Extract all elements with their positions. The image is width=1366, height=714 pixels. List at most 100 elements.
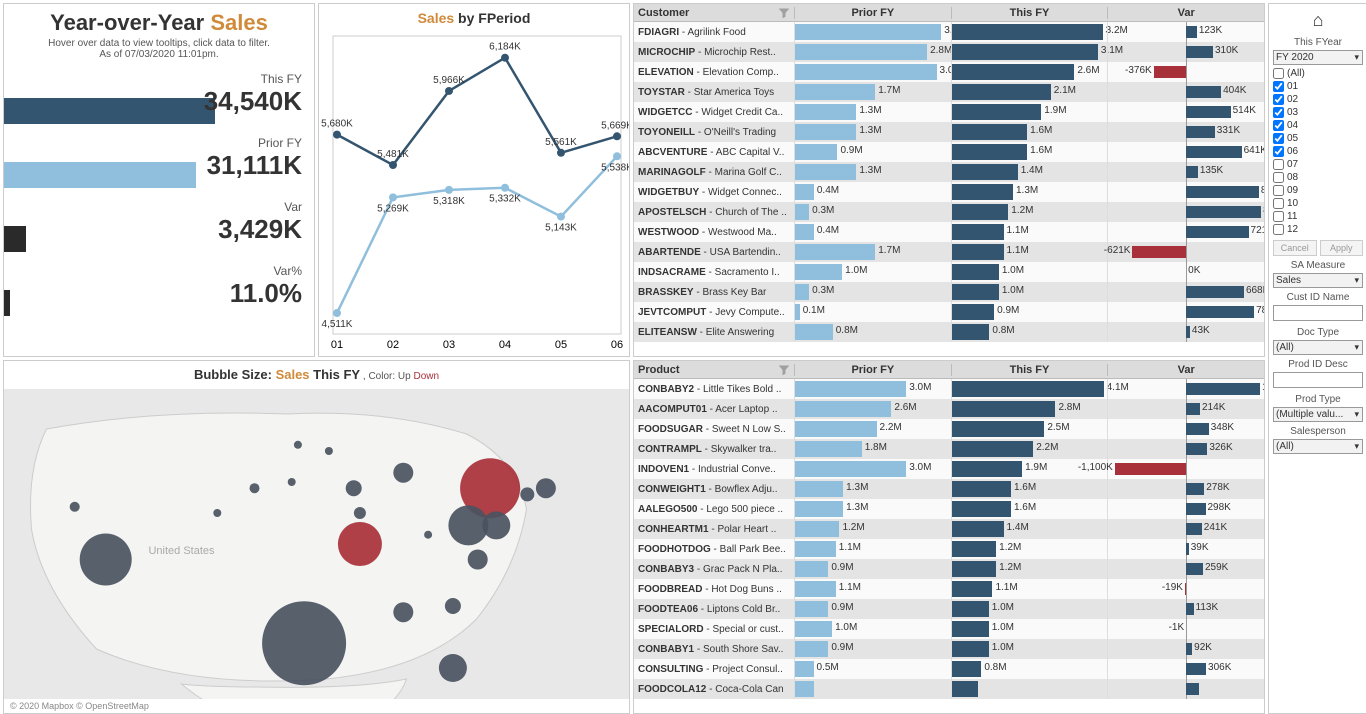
- month-checkbox[interactable]: 08: [1273, 171, 1363, 184]
- month-checkbox[interactable]: 07: [1273, 158, 1363, 171]
- checkbox-input[interactable]: [1273, 146, 1284, 157]
- table-row[interactable]: FDIAGRI - Agrilink Food 3.1M 3.2M 123K: [634, 22, 1264, 42]
- kpi-row[interactable]: Prior FY 31,111K: [4, 134, 314, 194]
- checkbox-input[interactable]: [1273, 211, 1284, 222]
- apply-button[interactable]: Apply: [1320, 240, 1364, 256]
- month-checkbox[interactable]: 10: [1273, 197, 1363, 210]
- customer-header-prior[interactable]: Prior FY: [794, 7, 951, 19]
- table-row[interactable]: INDOVEN1 - Industrial Conve.. 3.0M 1.9M …: [634, 459, 1264, 479]
- table-row[interactable]: INDSACRAME - Sacramento I.. 1.0M 1.0M 0K: [634, 262, 1264, 282]
- product-header-prior[interactable]: Prior FY: [794, 364, 951, 376]
- filter-icon[interactable]: [778, 364, 790, 376]
- table-row[interactable]: APOSTELSCH - Church of The .. 0.3M 1.2M …: [634, 202, 1264, 222]
- filter-sales-select[interactable]: (All): [1273, 439, 1363, 454]
- customer-header-this[interactable]: This FY: [951, 7, 1108, 19]
- table-row[interactable]: ABCVENTURE - ABC Capital V.. 0.9M 1.6M 6…: [634, 142, 1264, 162]
- checkbox-input[interactable]: [1273, 81, 1284, 92]
- filter-cust-input[interactable]: [1273, 305, 1363, 321]
- filter-icon[interactable]: [778, 7, 790, 19]
- product-header-this[interactable]: This FY: [951, 364, 1108, 376]
- checkbox-input[interactable]: [1273, 198, 1284, 209]
- month-checkbox[interactable]: 03: [1273, 106, 1363, 119]
- table-row[interactable]: AALEGO500 - Lego 500 piece .. 1.3M 1.6M …: [634, 499, 1264, 519]
- filter-prod-input[interactable]: [1273, 372, 1363, 388]
- month-checkbox[interactable]: 02: [1273, 93, 1363, 106]
- map-bubble[interactable]: [445, 598, 461, 614]
- month-checkbox[interactable]: 09: [1273, 184, 1363, 197]
- map-bubble[interactable]: [536, 478, 556, 498]
- table-row[interactable]: MICROCHIP - Microchip Rest.. 2.8M 3.1M 3…: [634, 42, 1264, 62]
- customer-header-name[interactable]: Customer: [638, 7, 689, 19]
- table-row[interactable]: FOODSUGAR - Sweet N Low S.. 2.2M 2.5M 34…: [634, 419, 1264, 439]
- table-row[interactable]: TOYONEILL - O'Neill's Trading 1.3M 1.6M …: [634, 122, 1264, 142]
- table-row[interactable]: FOODBREAD - Hot Dog Buns .. 1.1M 1.1M -1…: [634, 579, 1264, 599]
- table-row[interactable]: CONBABY1 - South Shore Sav.. 0.9M 1.0M 9…: [634, 639, 1264, 659]
- table-row[interactable]: ELEVATION - Elevation Comp.. 3.0M 2.6M -…: [634, 62, 1264, 82]
- checkbox-input[interactable]: [1273, 172, 1284, 183]
- customer-header-var[interactable]: Var: [1107, 7, 1264, 19]
- table-row[interactable]: TOYSTAR - Star America Toys 1.7M 2.1M 40…: [634, 82, 1264, 102]
- checkbox-input[interactable]: [1273, 94, 1284, 105]
- month-checkbox[interactable]: 01: [1273, 80, 1363, 93]
- table-row[interactable]: AACOMPUT01 - Acer Laptop .. 2.6M 2.8M 21…: [634, 399, 1264, 419]
- map-bubble[interactable]: [70, 502, 80, 512]
- map-bubble[interactable]: [354, 507, 366, 519]
- checkbox-input[interactable]: [1273, 133, 1284, 144]
- filter-ptype-select[interactable]: (Multiple valu...: [1273, 407, 1363, 422]
- table-row[interactable]: CONHEARTM1 - Polar Heart .. 1.2M 1.4M 24…: [634, 519, 1264, 539]
- map-bubble[interactable]: [482, 511, 510, 539]
- map-bubble[interactable]: [468, 550, 488, 570]
- month-checkbox[interactable]: (All): [1273, 67, 1363, 80]
- map-bubble[interactable]: [520, 487, 534, 501]
- table-row[interactable]: BRASSKEY - Brass Key Bar 0.3M 1.0M 668K: [634, 282, 1264, 302]
- kpi-row[interactable]: Var% 11.0%: [4, 262, 314, 322]
- checkbox-input[interactable]: [1273, 68, 1284, 79]
- product-header-name[interactable]: Product: [638, 364, 680, 376]
- table-row[interactable]: WIDGETBUY - Widget Connec.. 0.4M 1.3M 84…: [634, 182, 1264, 202]
- checkbox-input[interactable]: [1273, 107, 1284, 118]
- filter-sa-select[interactable]: Sales: [1273, 273, 1363, 288]
- map-canvas[interactable]: United States: [4, 389, 629, 699]
- map-bubble[interactable]: [294, 441, 302, 449]
- table-row[interactable]: WIDGETCC - Widget Credit Ca.. 1.3M 1.9M …: [634, 102, 1264, 122]
- month-checkbox[interactable]: 12: [1273, 223, 1363, 236]
- month-checkbox[interactable]: 04: [1273, 119, 1363, 132]
- month-checkbox[interactable]: 11: [1273, 210, 1363, 223]
- month-checkbox[interactable]: 05: [1273, 132, 1363, 145]
- map-bubble[interactable]: [393, 463, 413, 483]
- filter-doc-select[interactable]: (All): [1273, 340, 1363, 355]
- map-bubble[interactable]: [288, 478, 296, 486]
- table-row[interactable]: FOODHOTDOG - Ball Park Bee.. 1.1M 1.2M 3…: [634, 539, 1264, 559]
- table-row[interactable]: FOODTEA06 - Liptons Cold Br.. 0.9M 1.0M …: [634, 599, 1264, 619]
- kpi-row[interactable]: This FY 34,540K: [4, 70, 314, 130]
- checkbox-input[interactable]: [1273, 159, 1284, 170]
- map-bubble[interactable]: [213, 509, 221, 517]
- table-row[interactable]: CONBABY3 - Grac Pack N Pla.. 0.9M 1.2M 2…: [634, 559, 1264, 579]
- map-bubble[interactable]: [262, 601, 346, 685]
- map-bubble[interactable]: [346, 480, 362, 496]
- map-bubble[interactable]: [80, 534, 132, 586]
- table-row[interactable]: FOODCOLA12 - Coca-Cola Can: [634, 679, 1264, 699]
- table-row[interactable]: CONSULTING - Project Consul.. 0.5M 0.8M …: [634, 659, 1264, 679]
- checkbox-input[interactable]: [1273, 120, 1284, 131]
- map-bubble[interactable]: [439, 654, 467, 682]
- table-row[interactable]: SPECIALORD - Special or cust.. 1.0M 1.0M…: [634, 619, 1264, 639]
- map-bubble[interactable]: [393, 602, 413, 622]
- filter-fyear-select[interactable]: FY 2020: [1273, 50, 1363, 65]
- table-row[interactable]: CONTRAMPL - Skywalker tra.. 1.8M 2.2M 32…: [634, 439, 1264, 459]
- map-bubble[interactable]: [325, 447, 333, 455]
- map-bubble[interactable]: [424, 531, 432, 539]
- map-bubble[interactable]: [250, 483, 260, 493]
- cancel-button[interactable]: Cancel: [1273, 240, 1317, 256]
- table-row[interactable]: CONBABY2 - Little Tikes Bold .. 3.0M 4.1…: [634, 379, 1264, 399]
- table-row[interactable]: ELITEANSW - Elite Answering 0.8M 0.8M 43…: [634, 322, 1264, 342]
- kpi-row[interactable]: Var 3,429K: [4, 198, 314, 258]
- checkbox-input[interactable]: [1273, 224, 1284, 235]
- checkbox-input[interactable]: [1273, 185, 1284, 196]
- table-row[interactable]: ABARTENDE - USA Bartendin.. 1.7M 1.1M -6…: [634, 242, 1264, 262]
- map-bubble[interactable]: [338, 522, 382, 566]
- table-row[interactable]: WESTWOOD - Westwood Ma.. 0.4M 1.1M 721K: [634, 222, 1264, 242]
- product-header-var[interactable]: Var: [1107, 364, 1264, 376]
- month-checkbox[interactable]: 06: [1273, 145, 1363, 158]
- line-chart[interactable]: 4,511K5,269K5,318K5,332K5,143K5,538K5,68…: [319, 32, 629, 354]
